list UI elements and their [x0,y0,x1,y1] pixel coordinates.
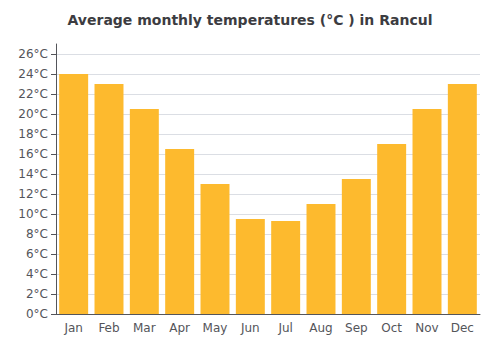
svg-text:4°C: 4°C [26,267,48,281]
svg-text:Jan: Jan [63,321,83,335]
svg-text:Jun: Jun [240,321,260,335]
svg-text:6°C: 6°C [26,247,48,261]
svg-text:Dec: Dec [451,321,474,335]
svg-text:8°C: 8°C [26,227,48,241]
svg-text:Aug: Aug [309,321,332,335]
svg-text:Jul: Jul [277,321,292,335]
svg-text:20°C: 20°C [18,107,48,121]
svg-text:0°C: 0°C [26,307,48,321]
svg-text:Apr: Apr [169,321,190,335]
svg-text:16°C: 16°C [18,147,48,161]
svg-text:12°C: 12°C [18,187,48,201]
svg-text:Average monthly temperatures (: Average monthly temperatures (°C ) in Ra… [68,12,433,28]
svg-text:14°C: 14°C [18,167,48,181]
svg-text:Nov: Nov [415,321,438,335]
svg-text:18°C: 18°C [18,127,48,141]
svg-text:Oct: Oct [381,321,402,335]
svg-text:10°C: 10°C [18,207,48,221]
svg-text:2°C: 2°C [26,287,48,301]
svg-text:Mar: Mar [133,321,156,335]
svg-text:24°C: 24°C [18,67,48,81]
svg-text:Feb: Feb [98,321,119,335]
svg-text:22°C: 22°C [18,87,48,101]
svg-text:May: May [203,321,228,335]
svg-text:Sep: Sep [345,321,368,335]
svg-text:26°C: 26°C [18,47,48,61]
